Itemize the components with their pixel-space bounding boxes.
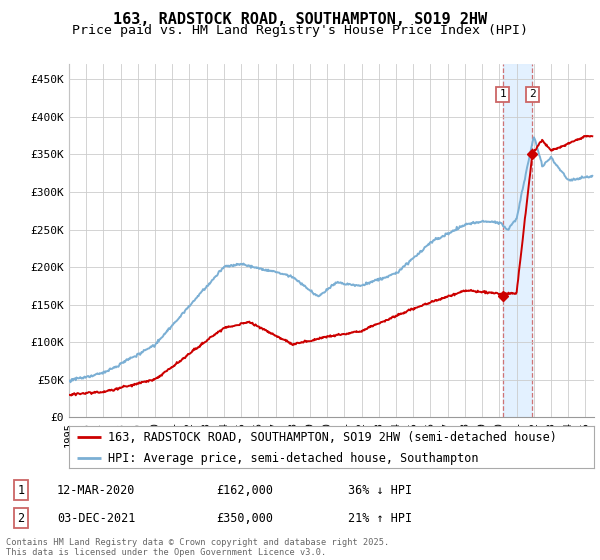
Text: 2: 2 bbox=[529, 90, 536, 100]
Text: 12-MAR-2020: 12-MAR-2020 bbox=[57, 483, 136, 497]
Text: Contains HM Land Registry data © Crown copyright and database right 2025.
This d: Contains HM Land Registry data © Crown c… bbox=[6, 538, 389, 557]
Text: 03-DEC-2021: 03-DEC-2021 bbox=[57, 511, 136, 525]
Text: 163, RADSTOCK ROAD, SOUTHAMPTON, SO19 2HW: 163, RADSTOCK ROAD, SOUTHAMPTON, SO19 2H… bbox=[113, 12, 487, 27]
Text: 1: 1 bbox=[17, 483, 25, 497]
Text: £162,000: £162,000 bbox=[216, 483, 273, 497]
Text: £350,000: £350,000 bbox=[216, 511, 273, 525]
Text: 2: 2 bbox=[17, 511, 25, 525]
Text: 36% ↓ HPI: 36% ↓ HPI bbox=[348, 483, 412, 497]
Text: 21% ↑ HPI: 21% ↑ HPI bbox=[348, 511, 412, 525]
Text: 1: 1 bbox=[499, 90, 506, 100]
Text: 163, RADSTOCK ROAD, SOUTHAMPTON, SO19 2HW (semi-detached house): 163, RADSTOCK ROAD, SOUTHAMPTON, SO19 2H… bbox=[109, 431, 557, 444]
Text: HPI: Average price, semi-detached house, Southampton: HPI: Average price, semi-detached house,… bbox=[109, 452, 479, 465]
Bar bbox=[503, 64, 532, 417]
Text: Price paid vs. HM Land Registry's House Price Index (HPI): Price paid vs. HM Land Registry's House … bbox=[72, 24, 528, 38]
